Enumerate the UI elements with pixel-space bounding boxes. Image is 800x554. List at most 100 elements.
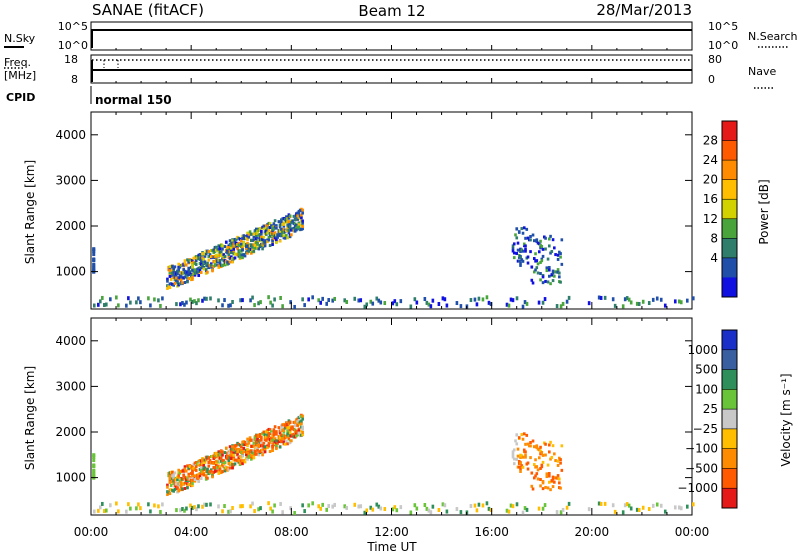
- echo-cell: [629, 300, 633, 305]
- echo-cell: [627, 503, 631, 508]
- echo-cell: [258, 432, 262, 436]
- echo-cell: [297, 223, 301, 227]
- echo-cell: [512, 251, 516, 255]
- echo-cell: [549, 234, 552, 238]
- echo-cell: [369, 299, 373, 304]
- echo-cell: [521, 455, 525, 459]
- echo-cell: [297, 427, 301, 431]
- echo-cell: [201, 264, 204, 268]
- echo-cell: [489, 508, 493, 513]
- echo-cell: [157, 504, 160, 509]
- echo-cell: [288, 225, 292, 229]
- echo-cell: [187, 472, 191, 476]
- echo-cell: [267, 444, 271, 448]
- echo-cell: [241, 462, 244, 466]
- freq-tick-top: 18: [64, 53, 78, 66]
- echo-cell: [219, 456, 223, 460]
- echo-cell: [181, 487, 184, 491]
- echo-cell: [232, 250, 236, 254]
- echo-cell: [553, 480, 556, 484]
- echo-cell: [558, 477, 561, 481]
- echo-cell: [525, 227, 529, 231]
- echo-cell: [551, 271, 555, 275]
- echo-cell: [239, 445, 243, 449]
- echo-cell: [459, 510, 463, 515]
- echo-cell: [409, 304, 413, 309]
- echo-cell: [515, 296, 519, 301]
- echo-cell: [177, 262, 180, 266]
- echo-cell: [231, 299, 234, 304]
- beam-title: Beam 12: [358, 2, 425, 20]
- echo-cell: [272, 222, 276, 226]
- echo-cell: [514, 439, 517, 443]
- echo-cell: [193, 268, 197, 272]
- echo-cell: [97, 302, 100, 307]
- echo-cell: [241, 454, 244, 458]
- echo-cell: [489, 302, 493, 307]
- echo-cell: [548, 450, 551, 454]
- echo-cell: [184, 469, 188, 473]
- echo-cell: [178, 488, 182, 492]
- echo-cell: [559, 486, 562, 490]
- echo-cell: [423, 296, 427, 301]
- echo-cell: [613, 303, 617, 308]
- echo-cell: [247, 235, 251, 239]
- echo-cell: [534, 458, 537, 462]
- colorbar-swatch: [722, 369, 737, 390]
- echo-cell: [317, 504, 320, 509]
- echo-cell: [221, 450, 224, 454]
- colorbar-tick-label: −25: [693, 422, 718, 436]
- echo-cell: [206, 270, 209, 274]
- echo-cell: [260, 438, 263, 442]
- echo-cell: [256, 448, 259, 452]
- echo-cell: [205, 502, 208, 507]
- echo-cell: [530, 278, 534, 282]
- echo-cell: [242, 446, 246, 450]
- echo-cell: [534, 252, 537, 256]
- echo-cell: [186, 258, 189, 262]
- echo-cell: [101, 295, 104, 300]
- y-tick-label: 2000: [55, 219, 86, 233]
- colorbar-tick-label: 8: [710, 231, 718, 245]
- echo-cell: [218, 258, 222, 262]
- echo-cell: [540, 465, 544, 469]
- echo-cell: [288, 431, 292, 435]
- echo-cell: [261, 453, 264, 457]
- echo-cell: [282, 440, 286, 444]
- echo-cell: [270, 224, 273, 228]
- echo-cell: [206, 264, 209, 268]
- echo-cell: [273, 425, 277, 429]
- echo-cell: [228, 466, 232, 470]
- colorbar-tick-label: −1000: [677, 481, 718, 495]
- echo-cell: [561, 507, 565, 512]
- echo-cell: [290, 439, 293, 443]
- echo-cell: [217, 264, 221, 268]
- echo-cell: [243, 254, 247, 258]
- echo-cell: [275, 241, 278, 245]
- power-scale-title: Power [dB]: [757, 179, 771, 244]
- echo-cell: [266, 430, 269, 434]
- echo-cell: [202, 463, 206, 467]
- echo-cell: [551, 269, 555, 273]
- echo-cell: [277, 220, 281, 224]
- echo-cell: [526, 467, 530, 471]
- echo-cell: [226, 251, 229, 255]
- echo-cell: [268, 432, 272, 436]
- echo-cell: [181, 281, 184, 285]
- colorbar-swatch: [722, 330, 737, 351]
- echo-cell: [188, 259, 192, 263]
- echo-cell: [287, 231, 291, 235]
- echo-cell: [258, 226, 262, 230]
- echo-cell: [655, 502, 659, 507]
- echo-cell: [377, 504, 381, 509]
- echo-cell: [207, 464, 211, 468]
- echo-cell: [365, 508, 369, 513]
- echo-cell: [357, 298, 361, 303]
- echo-cell: [393, 505, 397, 510]
- echo-cell: [243, 440, 247, 444]
- echo-cell: [548, 237, 551, 241]
- echo-cell: [189, 466, 193, 470]
- echo-cell: [526, 461, 530, 465]
- echo-cell: [295, 429, 298, 433]
- echo-cell: [301, 433, 304, 437]
